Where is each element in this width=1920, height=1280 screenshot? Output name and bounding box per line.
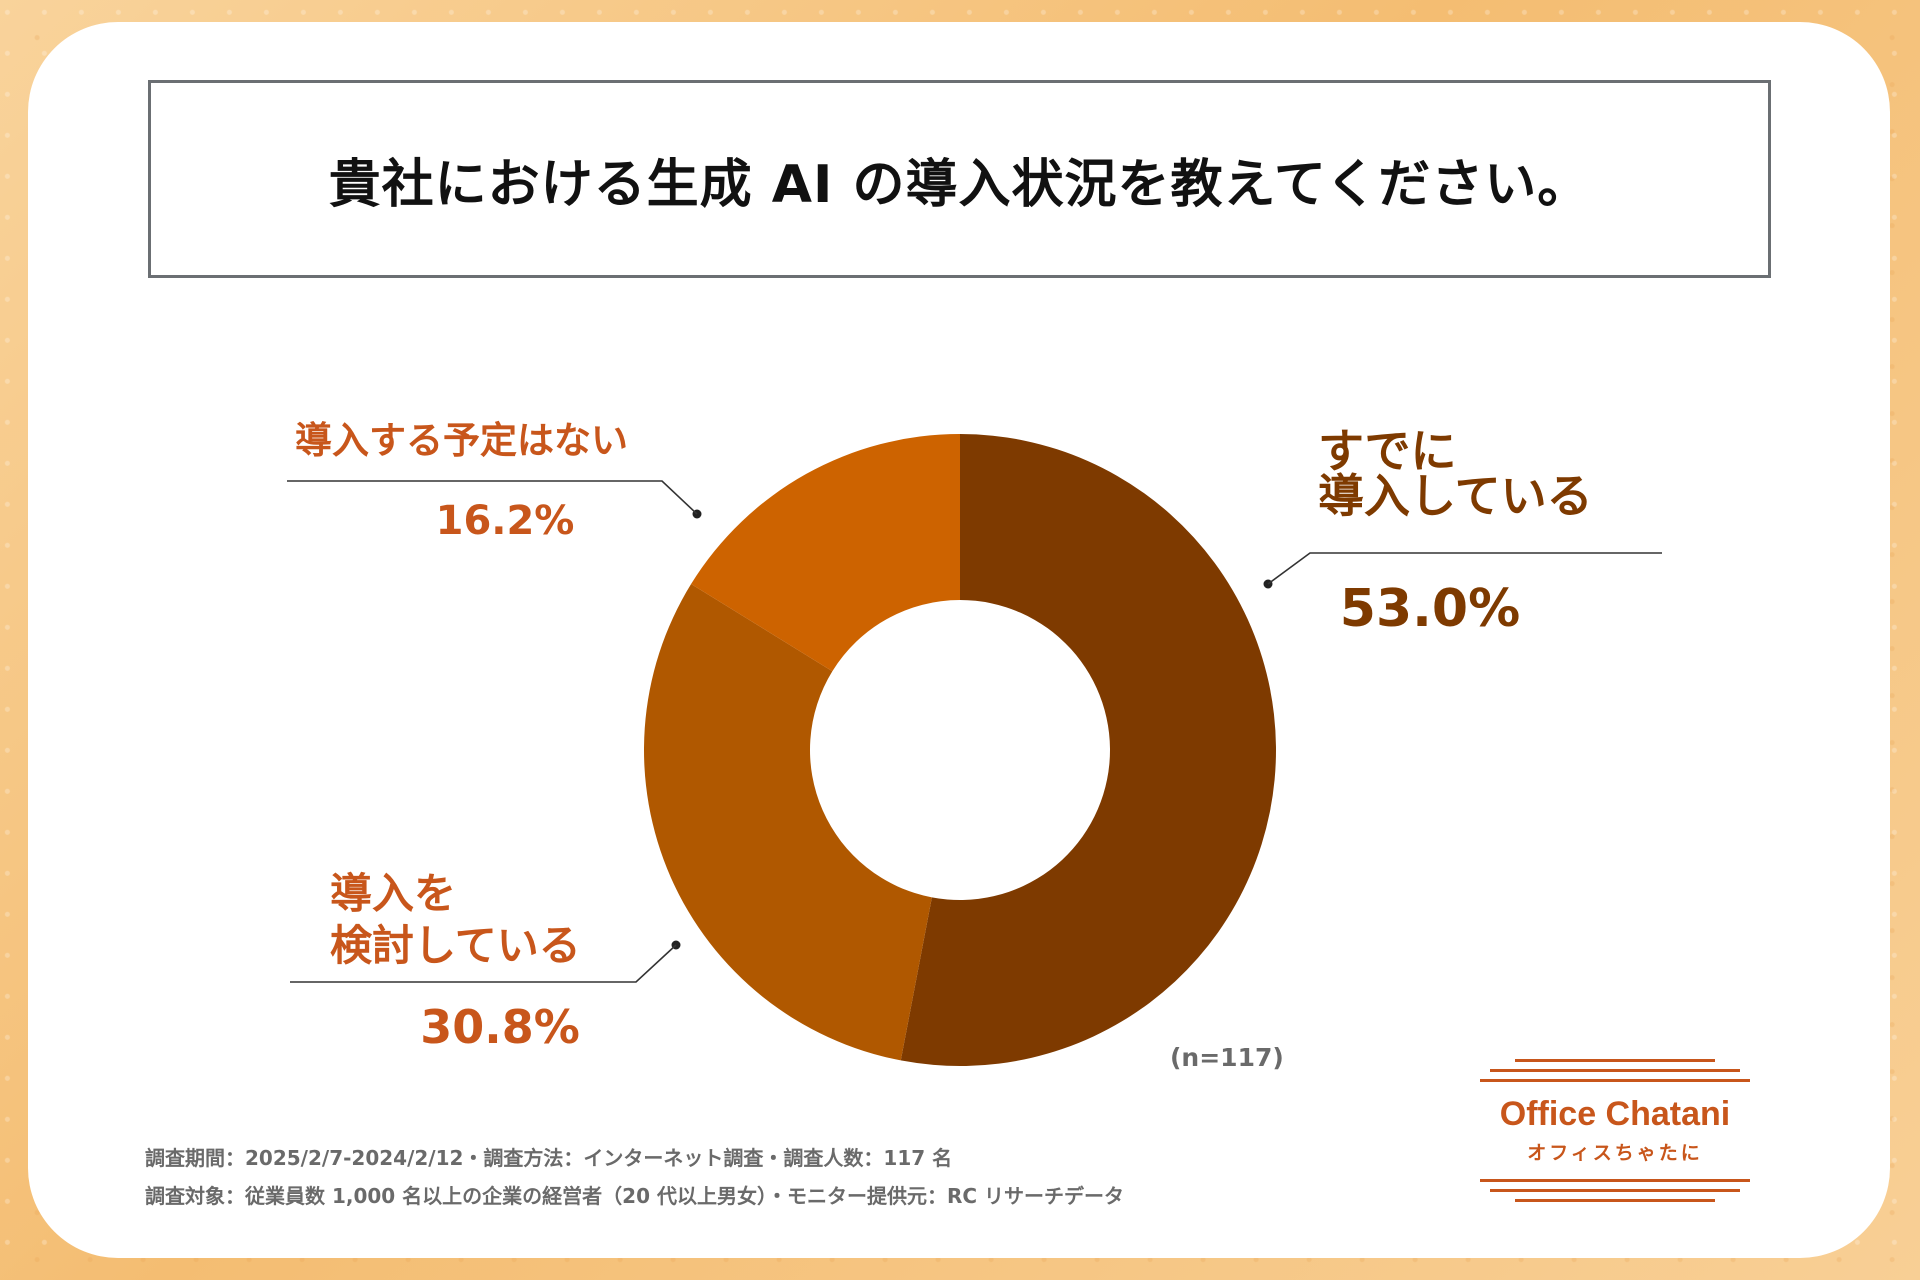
slice-label-3-line-1: 導入する予定はない <box>295 419 628 462</box>
sample-size-label: (n=117) <box>1170 1043 1284 1072</box>
slice-value-label-3: 16.2% <box>436 498 575 544</box>
donut-slice-1 <box>900 434 1276 1066</box>
office-chatani-logo: Office Chatani オフィスちゃたに <box>1480 1055 1750 1205</box>
slice-label-1-line-2: 導入している <box>1318 469 1593 523</box>
logo-line <box>1490 1189 1740 1192</box>
leader-line-2 <box>290 944 677 983</box>
logo-line <box>1480 1079 1750 1082</box>
logo-line <box>1490 1069 1740 1072</box>
logo-line <box>1480 1179 1750 1182</box>
slice-value-label-2: 30.8% <box>420 1000 580 1054</box>
donut-slice-3 <box>691 434 960 672</box>
logo-line <box>1515 1059 1715 1062</box>
slice-label-2-line-2: 検討している <box>330 921 581 970</box>
slice-value-label-1: 53.0% <box>1340 579 1520 639</box>
chart-title: 貴社における生成 AI の導入状況を教えてください。 <box>328 154 1591 215</box>
leader-line-1 <box>1267 552 1662 585</box>
title-box: 貴社における生成 AI の導入状況を教えてください。 <box>148 80 1771 278</box>
logo-sub-text: オフィスちゃたに <box>1527 1142 1703 1164</box>
donut-slice-2 <box>644 584 932 1061</box>
logo-main-text: Office Chatani <box>1499 1095 1731 1133</box>
survey-note-target: 調査対象：従業員数 1,000 名以上の企業の経営者（20 代以上男女）・モニタ… <box>145 1184 1125 1208</box>
slice-label-1-line-1: すでに <box>1318 424 1456 478</box>
slice-label-2-line-1: 導入を <box>330 869 456 918</box>
leader-line-3 <box>287 480 698 515</box>
logo-line <box>1515 1199 1715 1202</box>
survey-note-period: 調査期間：2025/2/7-2024/2/12・調査方法：インターネット調査・調… <box>145 1146 953 1170</box>
